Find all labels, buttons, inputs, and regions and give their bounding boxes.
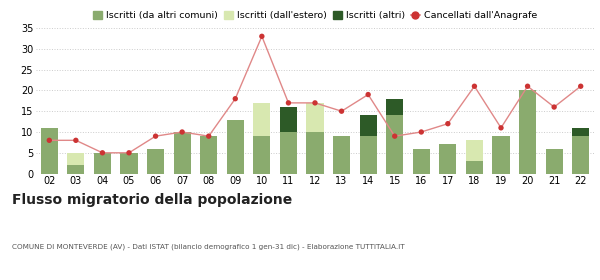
Point (124, 151, 134, 155)
Bar (572, 136, 589, 174)
Bar (280, 107, 297, 132)
Bar (307, 103, 323, 132)
Point (44, 138, 54, 143)
Legend: Iscritti (da altri comuni), Iscritti (dall'estero), Iscritti (altri), Cancellati: Iscritti (da altri comuni), Iscritti (da… (93, 11, 537, 20)
Bar (227, 120, 244, 174)
Bar (439, 144, 457, 174)
Bar (359, 136, 377, 174)
Point (416, 130, 426, 134)
Point (364, 92, 373, 97)
Point (550, 105, 559, 109)
Bar (307, 132, 323, 174)
Bar (280, 132, 297, 174)
Bar (253, 136, 271, 174)
Bar (359, 115, 377, 136)
Point (178, 130, 187, 134)
Bar (253, 103, 271, 136)
Point (284, 101, 293, 105)
Point (204, 134, 214, 138)
Bar (545, 149, 563, 174)
Bar (466, 140, 483, 161)
Bar (67, 165, 85, 174)
Bar (386, 99, 403, 115)
Text: COMUNE DI MONTEVERDE (AV) - Dati ISTAT (bilancio demografico 1 gen-31 dic) - Ela: COMUNE DI MONTEVERDE (AV) - Dati ISTAT (… (12, 244, 404, 250)
Point (390, 134, 400, 138)
Bar (519, 90, 536, 174)
Bar (94, 153, 111, 174)
Point (470, 84, 479, 88)
Bar (200, 136, 217, 174)
Bar (386, 115, 403, 174)
Bar (41, 128, 58, 174)
Bar (413, 149, 430, 174)
Text: Flusso migratorio della popolazione: Flusso migratorio della popolazione (12, 193, 292, 207)
Bar (121, 153, 137, 174)
Bar (147, 149, 164, 174)
Bar (493, 136, 509, 174)
Point (443, 122, 452, 126)
Point (310, 101, 320, 105)
Point (523, 84, 532, 88)
Point (496, 126, 506, 130)
Bar (333, 136, 350, 174)
Bar (466, 161, 483, 174)
Point (337, 109, 346, 113)
Bar (67, 153, 85, 165)
Point (230, 97, 240, 101)
Point (71, 138, 80, 143)
Point (576, 84, 586, 88)
Bar (572, 128, 589, 136)
Bar (173, 132, 191, 174)
Point (151, 134, 160, 138)
Point (98, 151, 107, 155)
Point (257, 34, 266, 39)
